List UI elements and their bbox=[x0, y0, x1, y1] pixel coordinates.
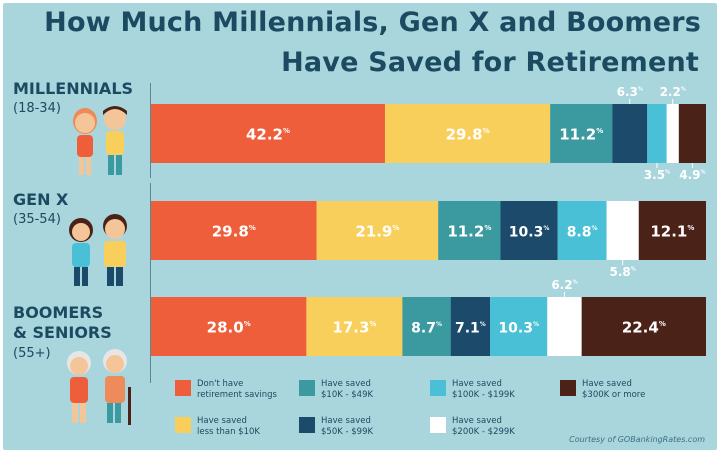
legend-label-4-0: Have saved bbox=[452, 379, 502, 389]
legend-label-5-1: $200K - $299K bbox=[452, 427, 515, 437]
bar-segment-1-5 bbox=[606, 201, 639, 260]
bar-label-0-5: 2.2% bbox=[660, 85, 686, 99]
group-label-boomers-line2: & SENIORS bbox=[13, 323, 112, 342]
legend-label-1-0: Have saved bbox=[197, 416, 247, 426]
bar-segment-1-6 bbox=[638, 201, 706, 260]
legend-label-0-1: retirement savings bbox=[197, 390, 277, 400]
bar-label-1-2: 11.2% bbox=[447, 223, 491, 241]
bar-segment-0-1 bbox=[384, 104, 551, 163]
group-label-genx: GEN X bbox=[13, 190, 69, 209]
bar-label-2-6: 22.4% bbox=[622, 319, 666, 337]
bar-segment-0-4 bbox=[647, 104, 667, 163]
bar-segment-2-4 bbox=[490, 297, 548, 356]
group-label-boomers-line1: BOOMERS bbox=[13, 303, 104, 322]
group-age-boomers: (55+) bbox=[13, 346, 51, 361]
group-age-millennials: (18-34) bbox=[13, 101, 61, 116]
bar-label-0-6: 4.9% bbox=[679, 168, 705, 182]
bar-segment-2-0 bbox=[151, 297, 307, 356]
legend-label-0-0: Don't have bbox=[197, 379, 244, 389]
bar-segment-1-0 bbox=[151, 201, 317, 260]
bar-label-2-3: 7.1% bbox=[455, 321, 486, 337]
group-age-genx: (35-54) bbox=[13, 212, 61, 227]
legend-label-6-0: Have saved bbox=[582, 379, 632, 389]
bar-label-1-6: 12.1% bbox=[650, 223, 694, 241]
axis-divider-millennials bbox=[150, 83, 151, 178]
bar-label-0-3: 6.3% bbox=[617, 85, 643, 99]
infographic-panel: How Much Millennials, Gen X and Boomers … bbox=[3, 3, 717, 450]
bar-label-1-1: 21.9% bbox=[355, 223, 399, 241]
bar-segment-2-5 bbox=[547, 297, 582, 356]
bar-label-1-0: 29.8% bbox=[212, 223, 256, 241]
boomers-couple-illustration bbox=[67, 349, 131, 425]
chart-title-line2: Have Saved for Retirement bbox=[281, 47, 699, 78]
bar-label-1-4: 8.8% bbox=[567, 225, 598, 241]
bar-label-1-5: 5.8% bbox=[610, 265, 636, 279]
legend-label-2-0: Have saved bbox=[321, 379, 371, 389]
bar-segment-0-2 bbox=[550, 104, 613, 163]
legend-swatch-0 bbox=[175, 380, 191, 396]
bar-segment-2-3 bbox=[450, 297, 491, 356]
bar-label-0-1: 29.8% bbox=[446, 126, 490, 144]
bar-segment-2-1 bbox=[306, 297, 403, 356]
bar-segment-1-2 bbox=[438, 201, 501, 260]
bar-label-2-1: 17.3% bbox=[332, 319, 376, 337]
axis-divider-genx bbox=[150, 183, 151, 283]
legend-swatch-2 bbox=[299, 380, 315, 396]
bar-label-2-2: 8.7% bbox=[411, 321, 442, 337]
bar-segment-0-0 bbox=[151, 104, 385, 163]
bar-label-2-4: 10.3% bbox=[498, 321, 539, 337]
legend-swatch-6 bbox=[560, 380, 576, 396]
legend-label-1-1: less than $10K bbox=[197, 427, 260, 437]
group-label-millennials: MILLENNIALS bbox=[13, 79, 134, 98]
source-credit: Courtesy of GOBankingRates.com bbox=[569, 435, 705, 444]
legend-label-4-1: $100K - $199K bbox=[452, 390, 515, 400]
genx-couple-illustration bbox=[69, 214, 127, 286]
bar-label-2-0: 28.0% bbox=[207, 319, 251, 337]
bar-label-0-2: 11.2% bbox=[559, 126, 603, 144]
legend-swatch-4 bbox=[430, 380, 446, 396]
bar-segment-0-5 bbox=[666, 104, 679, 163]
axis-divider-boomers bbox=[150, 283, 151, 383]
legend-label-5-0: Have saved bbox=[452, 416, 502, 426]
bar-segment-1-1 bbox=[316, 201, 439, 260]
legend-label-2-1: $10K - $49K bbox=[321, 390, 374, 400]
legend-swatch-3 bbox=[299, 417, 315, 433]
bar-segment-1-4 bbox=[557, 201, 607, 260]
bar-label-0-4: 3.5% bbox=[644, 168, 670, 182]
bar-segment-0-6 bbox=[678, 104, 706, 163]
legend-label-3-1: $50K - $99K bbox=[321, 427, 374, 437]
legend-swatch-1 bbox=[175, 417, 191, 433]
millennials-couple-illustration bbox=[73, 106, 127, 175]
bar-segment-2-6 bbox=[581, 297, 706, 356]
bar-segment-2-2 bbox=[402, 297, 451, 356]
bar-segment-1-3 bbox=[500, 201, 558, 260]
bar-label-2-5: 6.2% bbox=[551, 278, 577, 292]
bar-label-1-3: 10.3% bbox=[509, 225, 550, 241]
legend-swatch-5 bbox=[430, 417, 446, 433]
legend-label-3-0: Have saved bbox=[321, 416, 371, 426]
chart-title-line1: How Much Millennials, Gen X and Boomers bbox=[44, 7, 701, 38]
bar-segment-0-3 bbox=[612, 104, 648, 163]
bar-label-0-0: 42.2% bbox=[246, 126, 290, 144]
stacked-bar-chart: 42.2% 29.8% 11.2% 6.3% 3.5% 2.2% 4.9% 29.8% 21.9… bbox=[151, 85, 706, 356]
legend-label-6-1: $300K or more bbox=[582, 390, 646, 400]
